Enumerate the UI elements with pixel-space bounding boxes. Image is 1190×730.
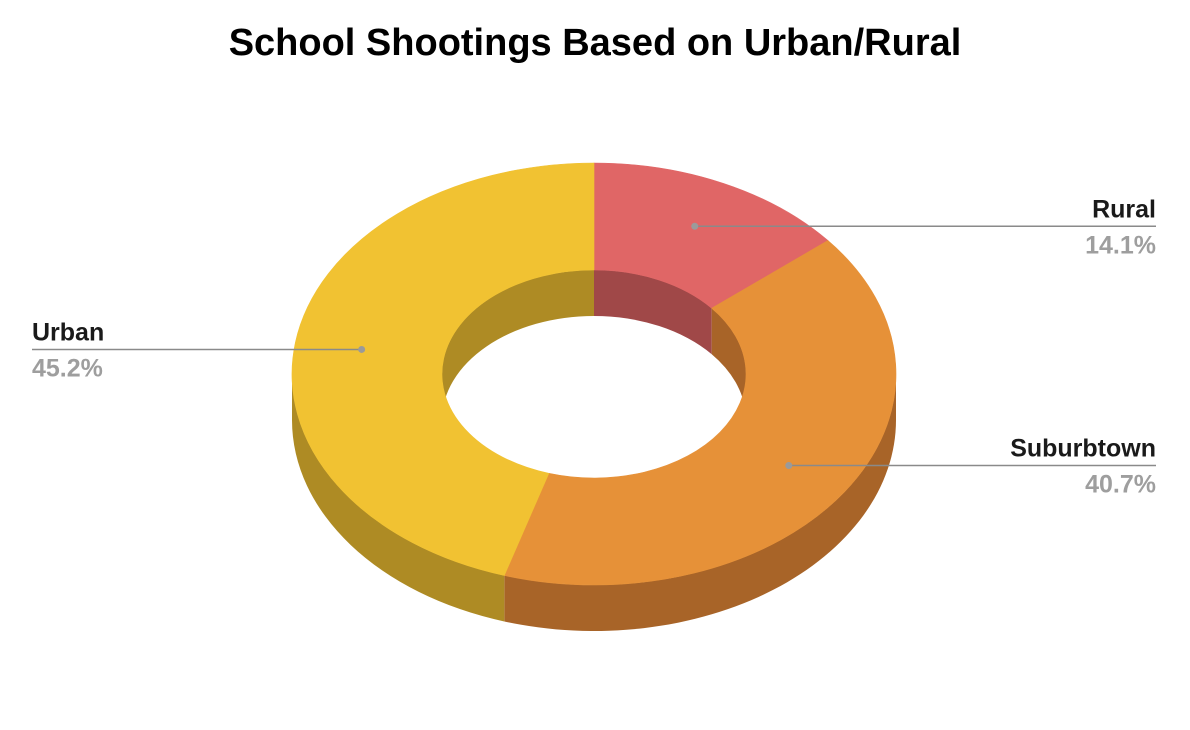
slice-value-urban: 45.2%	[32, 354, 103, 382]
leader-dot-rural	[691, 222, 699, 230]
outer-wall-suburbtown	[504, 374, 896, 632]
leader-dot-suburbtown	[785, 461, 793, 469]
inner-wall-rural	[594, 270, 712, 355]
chart-title: School Shootings Based on Urban/Rural	[228, 22, 962, 64]
leader-dot-urban	[358, 345, 366, 353]
slice-value-rural: 14.1%	[1085, 231, 1156, 259]
slice-suburbtown	[503, 240, 897, 586]
donut-top-faces	[291, 162, 897, 586]
inner-wall-suburbtown	[711, 308, 746, 420]
slice-urban	[291, 162, 595, 576]
slice-label-suburbtown: Suburbtown	[1010, 434, 1156, 462]
slice-rural	[593, 162, 829, 309]
slice-label-rural: Rural	[1092, 195, 1156, 223]
inner-wall-urban	[442, 270, 594, 420]
slice-label-urban: Urban	[32, 318, 104, 346]
outer-wall-urban	[291, 374, 505, 622]
slice-labels: Rural 14.1% Suburbtown 40.7% Urban 45.2%	[32, 195, 1156, 498]
slice-value-suburbtown: 40.7%	[1085, 470, 1156, 498]
donut-side-walls	[291, 270, 896, 632]
